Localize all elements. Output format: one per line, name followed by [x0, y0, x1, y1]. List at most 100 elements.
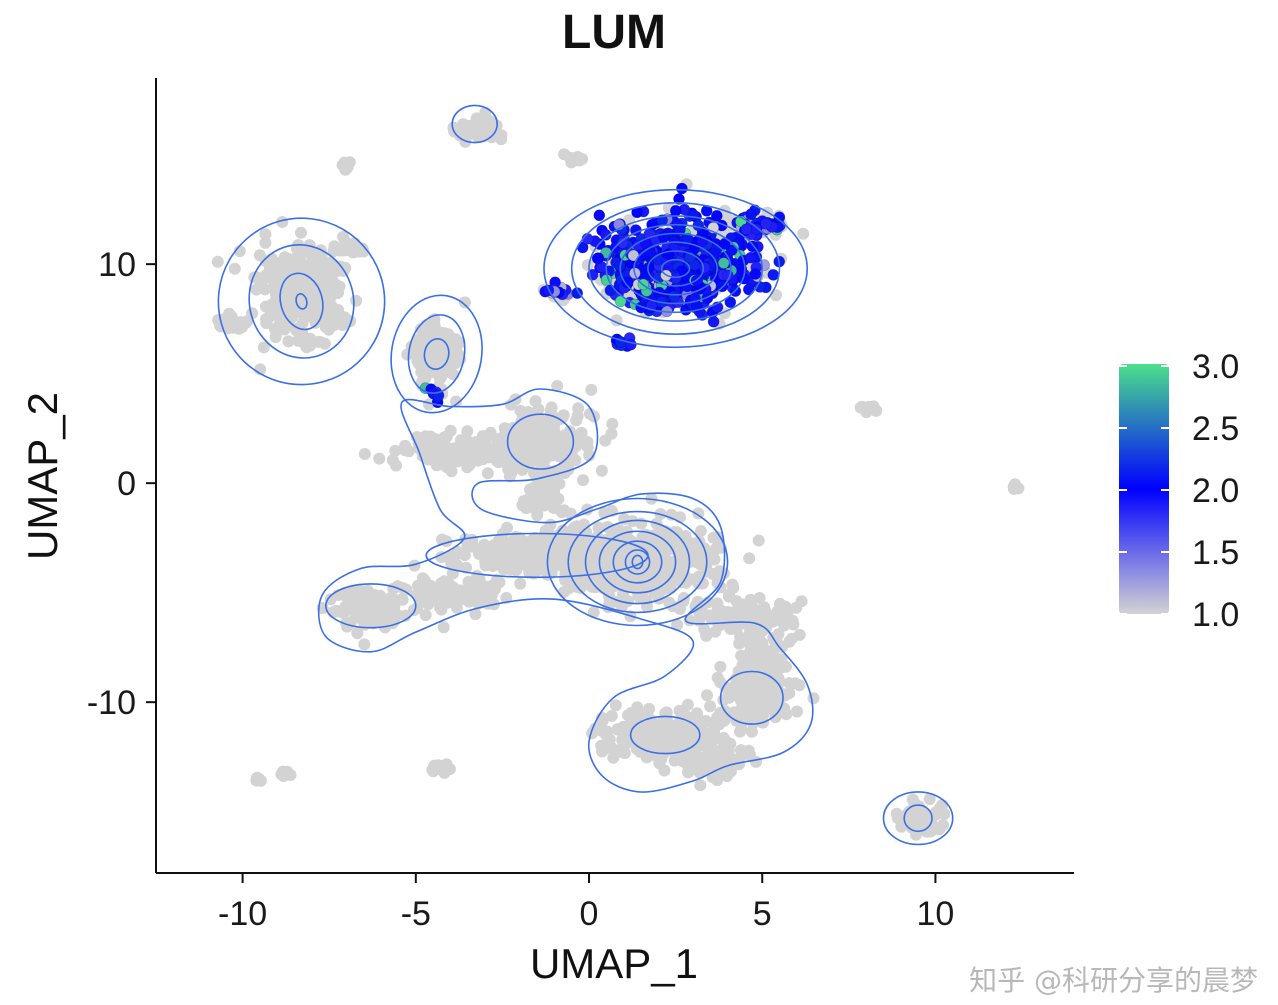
density-contour: [423, 337, 450, 371]
cell-point: [314, 254, 327, 267]
cell-point: [634, 709, 647, 721]
cell-point: [538, 454, 551, 467]
cell-point: [573, 154, 586, 167]
cell-point: [595, 464, 608, 477]
cell-point: [429, 326, 442, 339]
cell-point: [658, 764, 671, 777]
cell-point: [592, 541, 605, 554]
expressing-cell-point: [707, 248, 720, 261]
cell-point: [491, 435, 504, 448]
cell-point: [634, 589, 647, 602]
cell-point: [462, 435, 475, 448]
density-contour: [719, 670, 784, 725]
cell-point: [581, 259, 594, 271]
legend-ticks: 3.0 2.5 2.0 1.5 1.0: [1119, 348, 1239, 634]
cell-point: [520, 502, 533, 515]
expressing-cell-point: [687, 209, 699, 222]
cell-point: [750, 755, 762, 768]
cell-point: [526, 447, 539, 460]
legend-tick-label: 2.0: [1192, 472, 1239, 510]
cell-point: [617, 545, 630, 558]
cell-point: [541, 525, 554, 538]
cell-point: [328, 240, 341, 253]
cell-point: [572, 402, 585, 415]
cell-point: [670, 557, 683, 570]
density-contour: [546, 497, 729, 627]
cell-point: [411, 354, 424, 367]
cell-point: [737, 712, 750, 725]
cell-point: [797, 227, 810, 240]
expressing-cell-point: [625, 338, 637, 351]
cell-point: [622, 709, 634, 722]
cell-point: [437, 621, 450, 634]
cell-point: [304, 339, 316, 352]
cell-point: [265, 272, 278, 285]
cell-point: [283, 297, 296, 310]
cell-point: [743, 552, 756, 565]
cell-point: [574, 547, 587, 560]
cell-point: [582, 568, 595, 580]
cell-point: [486, 554, 499, 567]
cell-point: [501, 521, 513, 534]
x-tick-label: 0: [580, 895, 599, 933]
cell-point: [551, 380, 564, 392]
cell-point: [733, 637, 746, 650]
cell-point: [399, 439, 412, 452]
cell-point: [341, 237, 353, 250]
cell-point: [704, 700, 717, 713]
legend-colorbar: [1119, 364, 1169, 614]
cell-point: [637, 563, 650, 576]
cell-point: [1012, 482, 1025, 495]
density-contour: [425, 532, 649, 579]
cell-point: [458, 296, 471, 309]
expressing-cell-point: [593, 209, 606, 222]
cell-point: [277, 265, 290, 278]
cell-point: [257, 341, 270, 354]
cell-point: [726, 609, 739, 622]
cell-point: [701, 689, 713, 702]
cell-point: [254, 774, 267, 787]
plot-title: LUM: [562, 6, 666, 59]
cell-point: [736, 678, 749, 691]
cell-point: [451, 545, 464, 558]
cell-point: [419, 333, 432, 346]
cell-point: [531, 544, 544, 557]
cell-point: [714, 660, 727, 673]
cell-point: [226, 314, 239, 327]
expressing-cell-point: [773, 211, 786, 224]
cell-point: [321, 292, 334, 305]
cell-point: [334, 317, 347, 330]
cell-point: [277, 765, 289, 778]
x-tick-label: 10: [917, 895, 955, 933]
density-contour: [567, 510, 708, 614]
cell-point: [250, 271, 263, 284]
density-contour: [633, 241, 718, 296]
cell-point: [735, 745, 748, 757]
density-contour: [584, 519, 691, 605]
cell-point: [546, 495, 559, 508]
cell-point: [671, 618, 684, 631]
cell-point: [577, 474, 589, 487]
cell-point: [735, 722, 748, 735]
cell-point: [469, 117, 482, 129]
cell-point: [447, 334, 460, 347]
density-contour: [570, 202, 781, 335]
cell-point: [709, 625, 722, 638]
cell-point: [690, 752, 703, 765]
cell-point: [534, 489, 547, 502]
cell-point: [570, 414, 583, 427]
expressing-cell-point: [754, 281, 766, 293]
cell-point: [783, 677, 796, 690]
cell-point: [619, 720, 632, 733]
density-contour: [324, 583, 417, 629]
cell-point: [577, 518, 590, 531]
cell-point: [358, 448, 371, 460]
cell-point: [259, 236, 272, 249]
cell-point: [790, 601, 803, 614]
density-contour: [660, 258, 691, 279]
cell-point: [694, 525, 707, 537]
cell-point: [657, 732, 670, 745]
cell-point: [337, 607, 350, 620]
cell-point: [350, 294, 363, 307]
cell-point: [711, 531, 724, 544]
